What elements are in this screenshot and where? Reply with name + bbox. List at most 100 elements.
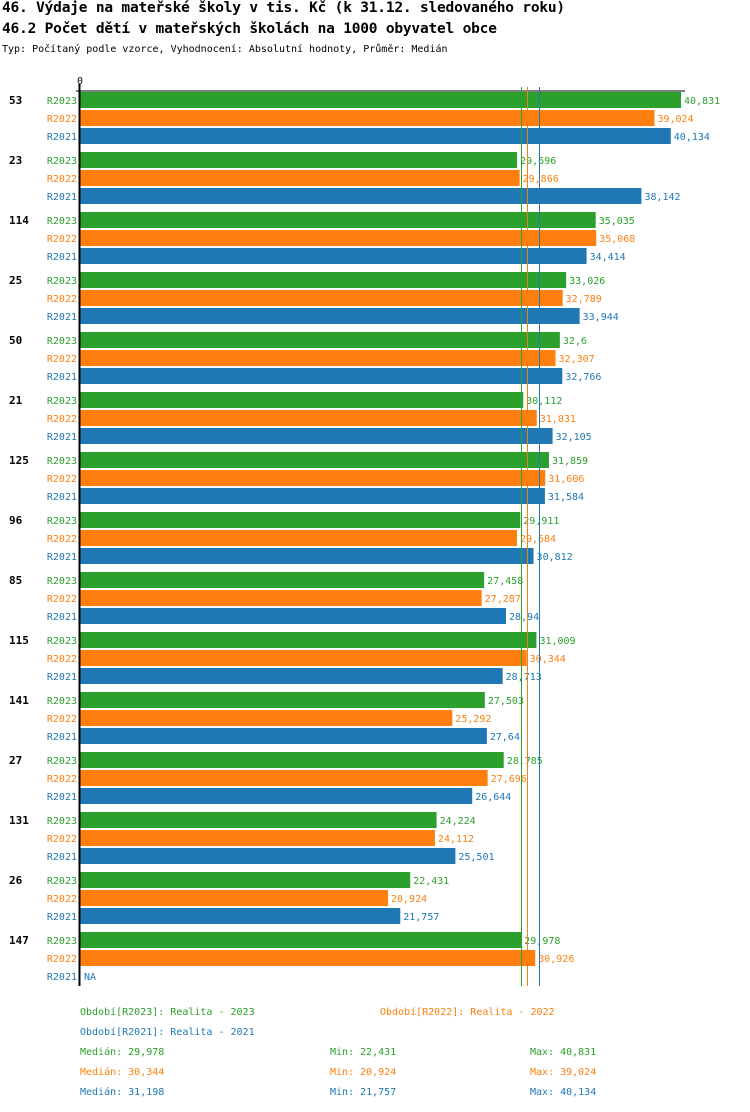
data-label: 27,287	[485, 594, 521, 605]
bar-r2023	[80, 212, 596, 228]
category-label: 85	[9, 574, 22, 587]
series-label: R2023	[47, 156, 77, 167]
series-label: R2022	[47, 954, 77, 965]
data-label: 21,757	[403, 912, 439, 923]
data-label: 24,224	[440, 816, 476, 827]
bar-r2021	[80, 788, 473, 804]
bar-r2022	[80, 470, 546, 486]
series-label: R2021	[47, 312, 77, 323]
series-label: R2022	[47, 354, 77, 365]
series-label: R2022	[47, 774, 77, 785]
bar-r2023	[80, 572, 485, 588]
series-label: R2021	[47, 612, 77, 623]
series-label: R2022	[47, 594, 77, 605]
series-label: R2023	[47, 96, 77, 107]
bar-r2022	[80, 230, 597, 246]
stat-min: Min: 21,757	[330, 1087, 397, 1098]
data-label: 30,812	[537, 552, 573, 563]
series-label: R2023	[47, 636, 77, 647]
series-label: R2022	[47, 534, 77, 545]
legend-entry-r2023: Období[R2023]: Realita - 2023	[80, 1007, 255, 1018]
bar-r2022	[80, 530, 517, 546]
data-label: 22,431	[413, 876, 449, 887]
series-label: R2021	[47, 912, 77, 923]
series-label: R2022	[47, 114, 77, 125]
bar-r2022	[80, 590, 482, 606]
data-label: 29,696	[520, 156, 556, 167]
category-label: 53	[9, 94, 22, 107]
data-label: 28,713	[506, 672, 542, 683]
data-label: 30,112	[526, 396, 562, 407]
bar-r2022	[80, 830, 435, 846]
series-label: R2021	[47, 252, 77, 263]
bar-r2023	[80, 812, 437, 828]
stat-median: Medián: 29,978	[80, 1047, 165, 1058]
series-label: R2022	[47, 414, 77, 425]
category-label: 96	[9, 514, 23, 527]
bar-r2021	[80, 608, 506, 624]
chart-title: 46. Výdaje na mateřské školy v tis. Kč (…	[2, 0, 565, 16]
bar-r2022	[80, 290, 563, 306]
bar-chart: 0 53 R2023 40,831 R2022 39,024 R2021 40,134 23 R2…	[9, 76, 720, 986]
series-label: R2023	[47, 696, 77, 707]
data-label: 31,009	[539, 636, 575, 647]
category-label: 27	[9, 754, 22, 767]
stat-max: Max: 39,024	[530, 1067, 597, 1078]
x-tick-label: 0	[77, 76, 83, 87]
series-label: R2021	[47, 852, 77, 863]
stat-median: Medián: 30,344	[80, 1067, 165, 1078]
bar-r2021	[80, 248, 587, 264]
bar-r2023	[80, 632, 537, 648]
bar-r2021	[80, 428, 553, 444]
data-label: 32,766	[565, 372, 601, 383]
data-label: 30,926	[538, 954, 574, 965]
series-label: R2021	[47, 732, 77, 743]
series-label: R2023	[47, 216, 77, 227]
data-label: 28,785	[507, 756, 543, 767]
bar-r2022	[80, 410, 537, 426]
series-label: R2023	[47, 816, 77, 827]
series-label: R2023	[47, 516, 77, 527]
stat-min: Min: 20,924	[330, 1067, 397, 1078]
bar-r2022	[80, 710, 453, 726]
bar-r2023	[80, 152, 518, 168]
bar-r2023	[80, 332, 560, 348]
series-label: R2021	[47, 672, 77, 683]
bar-r2021	[80, 548, 534, 564]
series-label: R2022	[47, 834, 77, 845]
bar-r2021	[80, 128, 671, 144]
stat-max: Max: 40,831	[530, 1047, 597, 1058]
series-label: R2023	[47, 396, 77, 407]
category-label: 21	[9, 394, 23, 407]
bar-r2021	[80, 488, 545, 504]
data-label: 39,024	[657, 114, 693, 125]
series-label: R2023	[47, 876, 77, 887]
data-label: 25,501	[458, 852, 494, 863]
data-label: 31,606	[548, 474, 584, 485]
series-label: R2022	[47, 894, 77, 905]
category-label: 114	[9, 214, 29, 227]
series-label: R2022	[47, 654, 77, 665]
data-label: 34,414	[590, 252, 626, 263]
bar-r2021	[80, 188, 642, 204]
series-label: R2022	[47, 294, 77, 305]
bar-r2022	[80, 650, 527, 666]
chart-meta: Typ: Počítaný podle vzorce, Vyhodnocení:…	[2, 44, 448, 55]
series-label: R2021	[47, 192, 77, 203]
category-label: 25	[9, 274, 22, 287]
chart-subtitle: 46.2 Počet dětí v mateřských školách na …	[2, 21, 497, 37]
bar-r2023	[80, 392, 524, 408]
data-label: 20,924	[391, 894, 427, 905]
data-label: 31,584	[548, 492, 584, 503]
bar-r2021	[80, 308, 580, 324]
series-label: R2021	[47, 972, 77, 983]
data-label: 31,031	[540, 414, 576, 425]
bar-r2022	[80, 770, 488, 786]
bar-r2023	[80, 272, 567, 288]
bar-r2023	[80, 452, 549, 468]
data-label: 33,026	[569, 276, 605, 287]
category-label: 125	[9, 454, 29, 467]
data-label: 38,142	[644, 192, 680, 203]
series-label: R2021	[47, 372, 77, 383]
bar-r2021	[80, 668, 503, 684]
